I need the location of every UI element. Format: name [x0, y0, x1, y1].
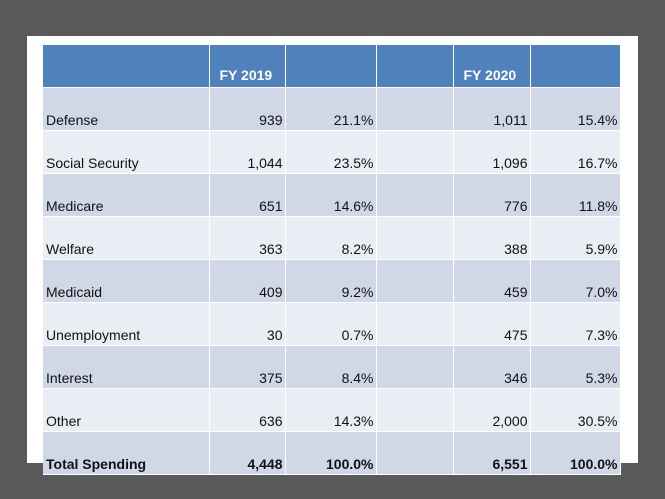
- fy2019-value-cell: 30: [209, 302, 286, 346]
- total-fy2020-percent-cell: 100.0%: [530, 431, 621, 475]
- fy2019-percent-cell: 21.1%: [285, 87, 377, 131]
- fy2020-value-cell: 776: [453, 173, 531, 217]
- category-cell: Welfare: [43, 216, 210, 260]
- fy2020-percent-cell: 11.8%: [530, 173, 621, 217]
- fy2020-value-cell: 388: [453, 216, 531, 260]
- spending-table: FY 2019 FY 2020 Defense 939 21.1% 1,011 15.4…: [43, 45, 621, 475]
- fy2019-percent-cell: 14.6%: [285, 173, 377, 217]
- fy2020-percent-cell: 7.0%: [530, 259, 621, 303]
- fy2020-percent-cell: 7.3%: [530, 302, 621, 346]
- header-cell-fy2020: FY 2020: [453, 45, 531, 88]
- category-cell: Medicare: [43, 173, 210, 217]
- spacer-cell: [376, 216, 454, 260]
- category-cell: Medicaid: [43, 259, 210, 303]
- table-row: Medicare 651 14.6% 776 11.8%: [43, 173, 621, 217]
- fy2019-percent-cell: 14.3%: [285, 388, 377, 432]
- header-cell-fy2020-pct: [530, 45, 621, 88]
- total-fy2019-cell: 4,448: [209, 431, 286, 475]
- fy2019-percent-cell: 8.4%: [285, 345, 377, 389]
- header-cell-fy2019-pct: [285, 45, 377, 88]
- spacer-cell: [376, 431, 454, 475]
- spacer-cell: [376, 302, 454, 346]
- fy2020-percent-cell: 30.5%: [530, 388, 621, 432]
- spacer-cell: [376, 87, 454, 131]
- table-row: Welfare 363 8.2% 388 5.9%: [43, 216, 621, 260]
- fy2019-value-cell: 1,044: [209, 130, 286, 174]
- fy2019-value-cell: 651: [209, 173, 286, 217]
- table-row: Other 636 14.3% 2,000 30.5%: [43, 388, 621, 432]
- table-row: Interest 375 8.4% 346 5.3%: [43, 345, 621, 389]
- table-row: Unemployment 30 0.7% 475 7.3%: [43, 302, 621, 346]
- table-row: Medicaid 409 9.2% 459 7.0%: [43, 259, 621, 303]
- spacer-cell: [376, 130, 454, 174]
- header-cell-category: [43, 45, 210, 88]
- fy2020-value-cell: 2,000: [453, 388, 531, 432]
- fy2019-percent-cell: 8.2%: [285, 216, 377, 260]
- fy2020-value-cell: 1,096: [453, 130, 531, 174]
- fy2019-percent-cell: 23.5%: [285, 130, 377, 174]
- fy2019-value-cell: 409: [209, 259, 286, 303]
- total-row: Total Spending 4,448 100.0% 6,551 100.0%: [43, 431, 621, 475]
- header-row: FY 2019 FY 2020: [43, 45, 621, 88]
- fy2019-percent-cell: 0.7%: [285, 302, 377, 346]
- fy2019-percent-cell: 9.2%: [285, 259, 377, 303]
- total-fy2019-percent-cell: 100.0%: [285, 431, 377, 475]
- category-cell: Defense: [43, 87, 210, 131]
- fy2020-value-cell: 1,011: [453, 87, 531, 131]
- header-cell-spacer: [376, 45, 454, 88]
- fy2020-value-cell: 459: [453, 259, 531, 303]
- spacer-cell: [376, 388, 454, 432]
- category-cell: Social Security: [43, 130, 210, 174]
- fy2019-value-cell: 939: [209, 87, 286, 131]
- fy2019-value-cell: 636: [209, 388, 286, 432]
- total-fy2020-cell: 6,551: [453, 431, 531, 475]
- fy2020-percent-cell: 5.3%: [530, 345, 621, 389]
- fy2020-value-cell: 475: [453, 302, 531, 346]
- table-row: Social Security 1,044 23.5% 1,096 16.7%: [43, 130, 621, 174]
- slide-card: FY 2019 FY 2020 Defense 939 21.1% 1,011 15.4…: [27, 36, 638, 475]
- table-row: Defense 939 21.1% 1,011 15.4%: [43, 87, 621, 131]
- category-cell: Other: [43, 388, 210, 432]
- fy2020-percent-cell: 16.7%: [530, 130, 621, 174]
- spacer-cell: [376, 259, 454, 303]
- total-label-cell: Total Spending: [43, 431, 210, 475]
- category-cell: Unemployment: [43, 302, 210, 346]
- spacer-cell: [376, 173, 454, 217]
- category-cell: Interest: [43, 345, 210, 389]
- fy2020-percent-cell: 5.9%: [530, 216, 621, 260]
- spacer-cell: [376, 345, 454, 389]
- fy2019-value-cell: 375: [209, 345, 286, 389]
- fy2020-value-cell: 346: [453, 345, 531, 389]
- header-cell-fy2019: FY 2019: [209, 45, 286, 88]
- fy2019-value-cell: 363: [209, 216, 286, 260]
- fy2020-percent-cell: 15.4%: [530, 87, 621, 131]
